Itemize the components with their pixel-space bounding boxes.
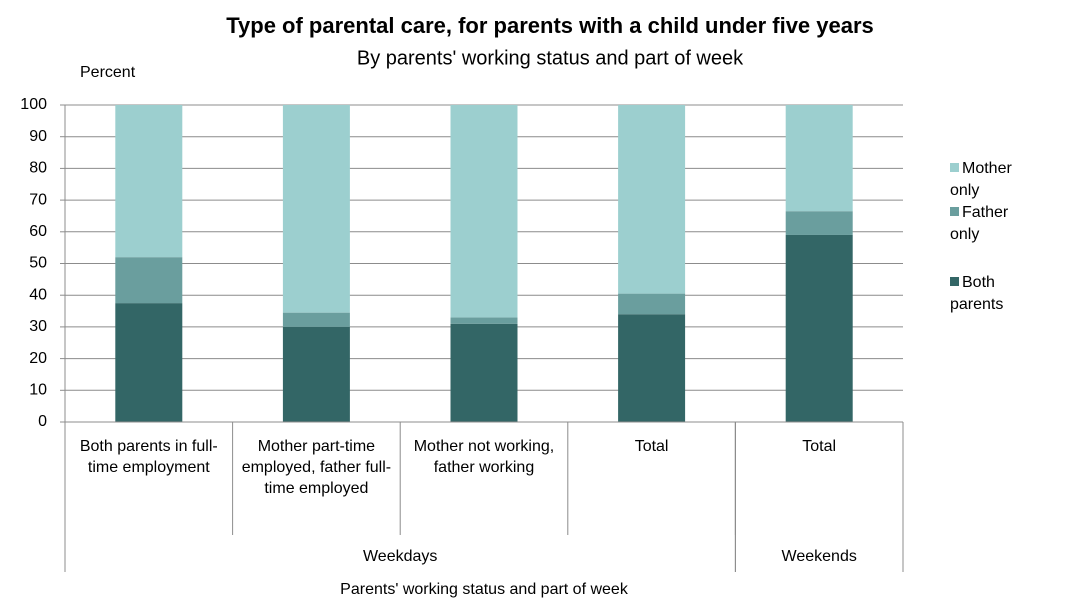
y-tick-label: 20 xyxy=(29,350,47,367)
bar-segment xyxy=(785,234,853,422)
bar-segment xyxy=(450,317,518,324)
bar-segment xyxy=(115,303,183,422)
group-label: Weekends xyxy=(782,548,857,565)
bar-segment xyxy=(450,323,518,422)
chart-subtitle: By parents' working status and part of w… xyxy=(357,47,744,69)
legend-label: Father only xyxy=(950,204,1009,243)
y-tick-label: 90 xyxy=(29,128,47,145)
x-tick-label: Both parents in full-time employment xyxy=(79,438,218,476)
legend-swatch xyxy=(950,277,959,286)
y-tick-label: 70 xyxy=(29,191,47,208)
bar-segment xyxy=(618,314,686,422)
y-tick-label: 80 xyxy=(29,160,47,177)
bar-segment xyxy=(785,105,853,212)
y-tick-label: 30 xyxy=(29,318,47,335)
bar-segment xyxy=(618,293,686,315)
bar-segment xyxy=(282,312,350,327)
legend-item: Both parents xyxy=(950,272,1040,316)
y-tick-label: 60 xyxy=(29,223,47,240)
bar-segment xyxy=(785,211,853,235)
bar-segment xyxy=(282,326,350,422)
group-label: Weekdays xyxy=(363,548,437,565)
y-tick-label: 40 xyxy=(29,286,47,303)
bar-segment xyxy=(282,105,350,313)
y-tick-label: 100 xyxy=(20,96,47,113)
x-tick-label: Total xyxy=(634,438,669,455)
y-tick-label: 50 xyxy=(29,255,47,272)
bar-segment xyxy=(115,257,183,304)
x-tick-label: Total xyxy=(802,438,837,455)
legend-swatch xyxy=(950,163,959,172)
y-tick-label: 10 xyxy=(29,382,47,399)
y-axis-title: Percent xyxy=(80,64,136,81)
legend-swatch xyxy=(950,207,959,216)
x-axis-title: Parents' working status and part of week xyxy=(340,581,629,598)
y-tick-label: 0 xyxy=(38,413,47,430)
bar-segment xyxy=(115,105,183,258)
legend-label: Mother only xyxy=(950,160,1012,199)
legend-item: Father only xyxy=(950,202,1040,246)
x-tick-label: Mother not working, father working xyxy=(413,438,555,476)
bar-segment xyxy=(450,105,518,318)
x-tick-label: Mother part-time employed, father full-t… xyxy=(241,438,392,497)
chart-title: Type of parental care, for parents with … xyxy=(226,13,874,38)
legend-label: Both parents xyxy=(950,274,1004,313)
bar-segment xyxy=(618,105,686,294)
legend-item: Mother only xyxy=(950,158,1040,202)
